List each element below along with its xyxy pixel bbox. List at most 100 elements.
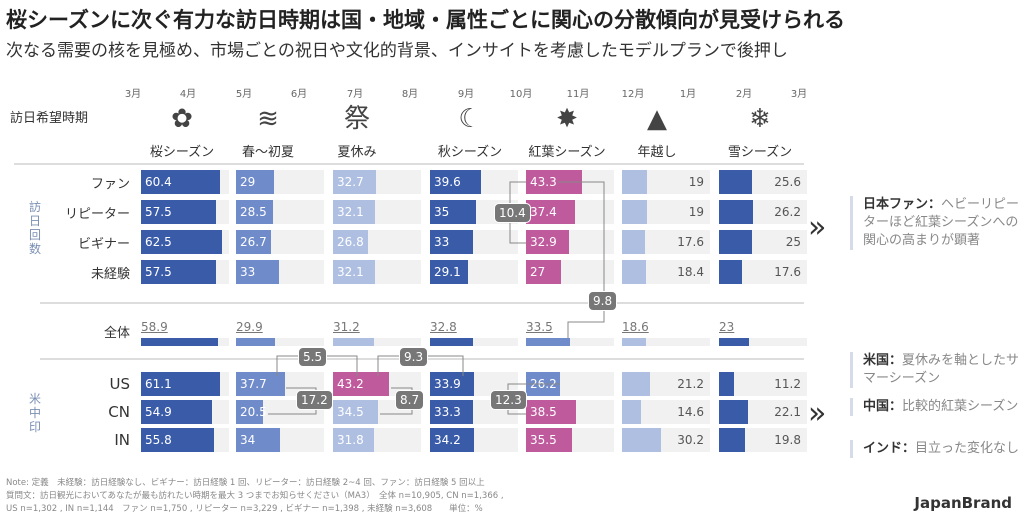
- maple-leaf-icon: ✸: [556, 104, 578, 134]
- bar: [719, 260, 742, 284]
- insight-head: 米国：: [863, 353, 903, 368]
- row-label: リピーター: [64, 207, 130, 222]
- bar-track: [430, 338, 518, 346]
- bar: [719, 230, 752, 254]
- connector-line: [558, 181, 605, 338]
- bar: [236, 338, 275, 346]
- bar-track: 32.1: [333, 260, 421, 284]
- bar: [622, 170, 647, 194]
- bar: [141, 170, 220, 194]
- value-label: 25.6: [774, 175, 801, 189]
- bar-track: 34.2: [430, 428, 518, 452]
- value-label: 55.8: [145, 433, 172, 447]
- bar-track: 26.2: [526, 372, 614, 396]
- bar-track: 38.5: [526, 400, 614, 424]
- bar: [719, 372, 734, 396]
- value-label: 39.6: [434, 175, 461, 189]
- value-label: 31.2: [333, 320, 360, 334]
- value-label: 14.6: [677, 405, 704, 419]
- bar-track: 33: [430, 230, 518, 254]
- value-label: 22.1: [774, 405, 801, 419]
- month-tick: 4月: [179, 89, 197, 100]
- bar-track: 60.4: [141, 170, 229, 194]
- bar-track: 25.6: [719, 170, 807, 194]
- festival-happi-icon: 祭: [343, 104, 371, 134]
- row-label: ファン: [90, 177, 130, 192]
- bar: [141, 400, 213, 424]
- difference-badge: 9.3: [399, 347, 429, 367]
- bar-track: 30.2: [622, 428, 710, 452]
- value-label: 23: [719, 320, 735, 334]
- insight-head: インド：: [863, 441, 916, 456]
- season-label: 春〜初夏: [241, 145, 295, 160]
- bar-track: [622, 338, 710, 346]
- insight-body: 目立った変化なし: [915, 441, 1020, 456]
- bar-track: 17.6: [622, 230, 710, 254]
- value-label: 32.1: [337, 205, 364, 219]
- bar: [622, 428, 662, 452]
- season-label: 年越し: [637, 145, 677, 160]
- value-label: 62.5: [145, 235, 172, 249]
- bar: [430, 230, 473, 254]
- kagami-mochi-icon: ▲: [647, 104, 667, 134]
- bar-track: 21.2: [622, 372, 710, 396]
- note-line: Note: 定義 未経験：訪日経験なし、ビギナー：訪日経験 1 回、リピーター：…: [6, 478, 485, 488]
- chart-title: 桜シーズンに次ぐ有力な訪日時期は国・地域・属性ごとに関心の分散傾向が見受けられる: [6, 8, 845, 32]
- bar-track: 26.8: [333, 230, 421, 254]
- value-label: 29: [240, 175, 256, 189]
- bar-track: 19: [622, 200, 710, 224]
- month-tick: 1月: [679, 89, 697, 100]
- insight-body: 夏休みを軸としたサマーシーズン: [863, 353, 1020, 386]
- month-tick: 3月: [124, 89, 142, 100]
- bar-track: 39.6: [430, 170, 518, 194]
- bar-track: 19: [622, 170, 710, 194]
- insight-body: ヘビーリピーターほど紅葉シーズンへの関心の高まりが顕著: [863, 197, 1020, 248]
- bar: [236, 260, 279, 284]
- bar-track: 25: [719, 230, 807, 254]
- value-label: 60.4: [145, 175, 172, 189]
- row-label: CN: [108, 403, 130, 421]
- note-line: 質問文：訪日観光においてあなたが最も訪れたい時期を最大 3 つまでお知らせくださ…: [6, 491, 504, 501]
- bar-track: 14.6: [622, 400, 710, 424]
- bar: [236, 230, 271, 254]
- month-tick: 10月: [509, 89, 533, 100]
- bar: [526, 260, 562, 284]
- bar: [141, 372, 221, 396]
- season-label: 雪シーズン: [727, 145, 793, 160]
- group-label-markets: 米中印: [28, 392, 41, 434]
- bar-track: 29.1: [430, 260, 518, 284]
- value-label: 26.7: [240, 235, 267, 249]
- value-label: 43.3: [530, 175, 557, 189]
- bar-track: 54.9: [141, 400, 229, 424]
- bar: [333, 230, 368, 254]
- bar: [430, 400, 474, 424]
- value-label: 18.4: [677, 265, 704, 279]
- arrow-icon: »: [808, 396, 827, 431]
- value-label: 37.7: [240, 377, 267, 391]
- value-label: 33.5: [526, 320, 553, 334]
- value-label: 54.9: [145, 405, 172, 419]
- value-label: 31.8: [337, 433, 364, 447]
- difference-badge: 5.5: [298, 347, 328, 367]
- bar: [622, 260, 646, 284]
- bar: [526, 400, 577, 424]
- bar: [526, 200, 575, 224]
- bar: [141, 428, 214, 452]
- bar-track: [141, 338, 229, 346]
- bar-track: [719, 338, 807, 346]
- value-label: 33: [434, 235, 450, 249]
- bar-track: 62.5: [141, 230, 229, 254]
- bar: [622, 338, 647, 346]
- bar-track: [333, 338, 421, 346]
- bar-track: 35.5: [526, 428, 614, 452]
- insight-head: 日本ファン：: [863, 197, 942, 212]
- value-label: 26.2: [774, 205, 801, 219]
- value-label: 35: [434, 205, 450, 219]
- month-tick: 6月: [290, 89, 308, 100]
- value-label: 19.8: [774, 433, 801, 447]
- value-label: 57.5: [145, 205, 172, 219]
- insight-head: 中国：: [863, 399, 903, 414]
- bar-track: 28.5: [236, 200, 324, 224]
- bar: [719, 428, 745, 452]
- bar: [333, 338, 374, 346]
